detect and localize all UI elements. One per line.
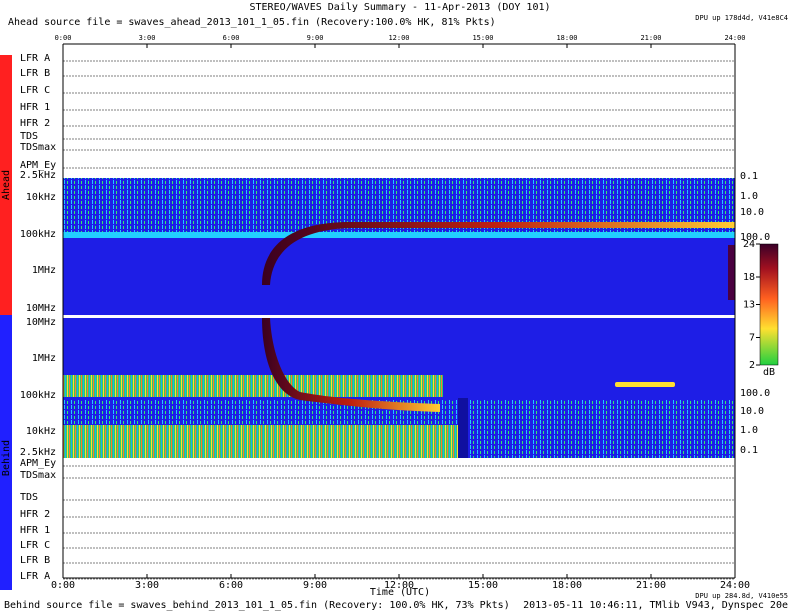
colorbar-tick-label: 24 xyxy=(743,239,755,250)
panel-label: HFR 2 xyxy=(20,118,50,129)
panel-label: HFR 1 xyxy=(20,102,50,113)
freq-label: 100kHz xyxy=(20,229,56,240)
freq-label: 10kHz xyxy=(26,426,56,437)
time-label-bottom: 3:00 xyxy=(135,580,159,591)
behind-label: Behind xyxy=(1,440,12,476)
freq-label: 1MHz xyxy=(32,353,56,364)
time-axis-title: Time (UTC) xyxy=(370,587,430,598)
right-scale-label: 1.0 xyxy=(740,191,758,202)
panel-label: TDSmax xyxy=(20,470,56,481)
panel-label: LFR A xyxy=(20,53,50,64)
right-scale-label: 100.0 xyxy=(740,388,770,399)
panel-label: LFR A xyxy=(20,571,50,582)
time-label-top: 6:00 xyxy=(223,34,240,42)
colorbar-tick-label: 2 xyxy=(749,360,755,371)
time-label-top: 24:00 xyxy=(724,34,745,42)
panel-label: HFR 1 xyxy=(20,525,50,536)
colorbar xyxy=(759,243,779,366)
dpu-behind: DPU up 284.8d, V410e55 xyxy=(695,592,788,600)
time-label-bottom: 0:00 xyxy=(51,580,75,591)
colorbar-tick-label: 13 xyxy=(743,300,755,311)
stamp: 2013-05-11 10:46:11, TMlib V943, Dynspec… xyxy=(523,600,788,611)
freq-label: 10kHz xyxy=(26,192,56,203)
time-label-top: 18:00 xyxy=(556,34,577,42)
colorbar-unit: dB xyxy=(763,367,775,378)
colorbar-tick-label: 7 xyxy=(749,333,755,344)
panel-label: LFR B xyxy=(20,555,50,566)
panel-label: TDS xyxy=(20,492,38,503)
behind-spectrogram xyxy=(63,318,735,458)
right-scale-label: 0.1 xyxy=(740,171,758,182)
time-label-bottom: 18:00 xyxy=(552,580,582,591)
panel-label: HFR 2 xyxy=(20,509,50,520)
panel-rules xyxy=(63,60,735,580)
time-label-top: 12:00 xyxy=(388,34,409,42)
title: STEREO/WAVES Daily Summary - 11-Apr-2013… xyxy=(249,2,550,13)
panel-label: LFR C xyxy=(20,540,50,551)
ahead-bar xyxy=(0,55,12,315)
panel-label: TDS xyxy=(20,131,38,142)
behind-bar xyxy=(0,315,12,590)
freq-label: 1MHz xyxy=(32,265,56,276)
time-label-top: 21:00 xyxy=(640,34,661,42)
ahead-label: Ahead xyxy=(1,170,12,200)
right-scale-label: 1.0 xyxy=(740,425,758,436)
right-scale-label: 10.0 xyxy=(740,207,764,218)
ahead-file: Ahead source file = swaves_ahead_2013_10… xyxy=(8,17,496,28)
time-label-bottom: 21:00 xyxy=(636,580,666,591)
time-label-top: 15:00 xyxy=(472,34,493,42)
time-label-top: 0:00 xyxy=(55,34,72,42)
panel-label: TDSmax xyxy=(20,142,56,153)
right-scale-label: 10.0 xyxy=(740,406,764,417)
time-label-bottom: 9:00 xyxy=(303,580,327,591)
time-label-bottom: 6:00 xyxy=(219,580,243,591)
time-label-bottom: 15:00 xyxy=(468,580,498,591)
freq-label: 10MHz xyxy=(26,317,56,328)
panel-label: LFR B xyxy=(20,68,50,79)
freq-label: 2.5kHz xyxy=(20,170,56,181)
freq-label: 2.5kHz xyxy=(20,447,56,458)
freq-label: 100kHz xyxy=(20,390,56,401)
behind-file: Behind source file = swaves_behind_2013_… xyxy=(4,600,510,611)
right-scale-label: 0.1 xyxy=(740,445,758,456)
time-label-bottom: 12:00 xyxy=(384,580,414,591)
time-label-top: 3:00 xyxy=(139,34,156,42)
ahead-spectrogram xyxy=(63,178,735,315)
time-label-bottom: 24:00 xyxy=(720,580,750,591)
panel-label: APM_Ey xyxy=(20,160,56,171)
freq-label: 10MHz xyxy=(26,303,56,314)
panel-label: APM_Ey xyxy=(20,458,56,469)
colorbar-tick-label: 18 xyxy=(743,272,755,283)
dpu-ahead: DPU up 178d4d, V41e8C4 xyxy=(695,14,788,22)
panel-label: LFR C xyxy=(20,85,50,96)
right-scale-label: 100.0 xyxy=(740,232,770,243)
time-label-top: 9:00 xyxy=(307,34,324,42)
